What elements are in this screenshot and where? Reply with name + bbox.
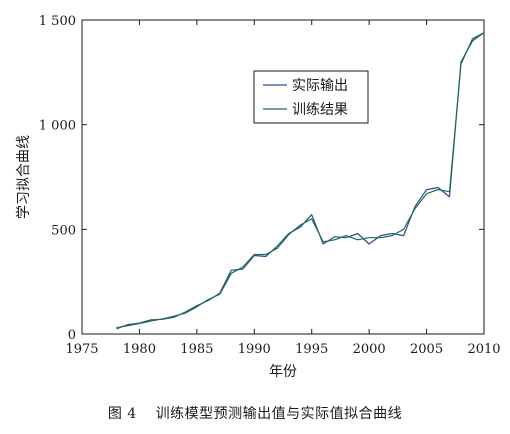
legend-label-training-result: 训练结果	[292, 102, 348, 118]
series-line-training-result	[116, 32, 485, 329]
legend-label-actual-output: 实际输出	[292, 78, 348, 94]
y-tick-label: 0	[68, 328, 76, 343]
series-layer	[116, 32, 485, 330]
x-axis-title: 年份	[269, 364, 297, 380]
y-axis-title: 学习拟合曲线	[16, 135, 32, 219]
y-tick-label: 500	[51, 223, 76, 238]
x-tick-label: 2010	[467, 342, 500, 357]
x-tick-label: 1985	[180, 342, 213, 357]
x-tick-label: 1995	[295, 342, 328, 357]
legend-box	[253, 70, 369, 124]
figure-number: 图 4	[108, 406, 137, 422]
x-tick-label: 1990	[238, 342, 271, 357]
x-axis-ticks: 1975 1980 1985 1990 1995 2000 2005 2010	[65, 20, 501, 357]
figure-caption-text: 训练模型预测输出值与实际值拟合曲线	[156, 406, 403, 422]
legend: 实际输出 训练结果	[253, 70, 369, 124]
plot-frame	[81, 19, 485, 335]
x-tick-label: 2000	[353, 342, 386, 357]
x-tick-label: 1980	[123, 342, 156, 357]
y-tick-label: 1 000	[39, 119, 76, 134]
y-axis-ticks: 0 500 1 000 1 500	[39, 14, 484, 343]
figure-caption: 图 4 训练模型预测输出值与实际值拟合曲线	[108, 406, 402, 422]
x-tick-label: 2005	[410, 342, 443, 357]
y-tick-label: 1 500	[39, 14, 76, 29]
x-tick-label: 1975	[65, 342, 98, 357]
